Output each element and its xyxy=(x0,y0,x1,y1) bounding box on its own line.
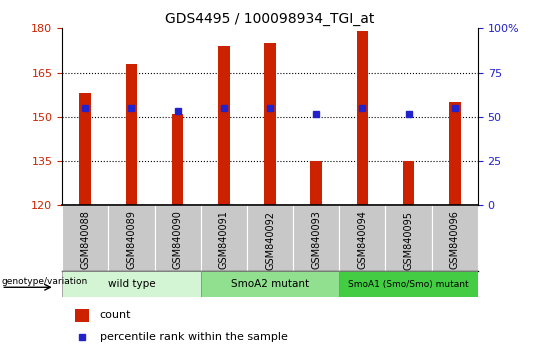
Bar xyxy=(75,309,89,322)
Text: wild type: wild type xyxy=(107,279,155,289)
Bar xyxy=(403,161,414,205)
Text: SmoA1 (Smo/Smo) mutant: SmoA1 (Smo/Smo) mutant xyxy=(348,280,469,289)
Bar xyxy=(218,46,230,205)
Text: percentile rank within the sample: percentile rank within the sample xyxy=(99,332,287,342)
Bar xyxy=(449,102,461,205)
Bar xyxy=(339,205,386,271)
Bar xyxy=(293,205,339,271)
Title: GDS4495 / 100098934_TGI_at: GDS4495 / 100098934_TGI_at xyxy=(165,12,375,26)
Bar xyxy=(109,205,154,271)
Bar xyxy=(201,271,339,297)
Text: GSM840095: GSM840095 xyxy=(403,211,414,269)
Bar xyxy=(62,271,201,297)
Bar xyxy=(172,114,184,205)
Text: GSM840089: GSM840089 xyxy=(126,211,137,269)
Text: GSM840093: GSM840093 xyxy=(311,211,321,269)
Text: GSM840091: GSM840091 xyxy=(219,211,229,269)
Bar xyxy=(79,93,91,205)
Text: count: count xyxy=(99,310,131,320)
Bar xyxy=(356,31,368,205)
Text: SmoA2 mutant: SmoA2 mutant xyxy=(231,279,309,289)
Text: GSM840090: GSM840090 xyxy=(173,211,183,269)
Bar xyxy=(310,161,322,205)
Text: GSM840092: GSM840092 xyxy=(265,211,275,269)
Text: genotype/variation: genotype/variation xyxy=(1,278,87,286)
Bar xyxy=(339,271,478,297)
Bar xyxy=(154,205,201,271)
Bar xyxy=(431,205,478,271)
Text: GSM840094: GSM840094 xyxy=(357,211,367,269)
Text: GSM840088: GSM840088 xyxy=(80,211,90,269)
Bar xyxy=(62,205,109,271)
Bar xyxy=(386,205,431,271)
Text: GSM840096: GSM840096 xyxy=(450,211,460,269)
Bar xyxy=(264,43,276,205)
Bar xyxy=(126,64,137,205)
Bar xyxy=(201,205,247,271)
Bar xyxy=(247,205,293,271)
